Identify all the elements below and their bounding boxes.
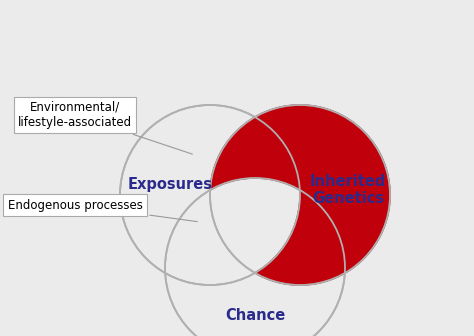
- Text: Exposures: Exposures: [128, 177, 212, 193]
- Text: Endogenous processes: Endogenous processes: [8, 199, 197, 222]
- Polygon shape: [210, 105, 390, 285]
- Text: Environmental/
lifestyle-associated: Environmental/ lifestyle-associated: [18, 101, 192, 154]
- Text: Inherited
Genetics: Inherited Genetics: [310, 174, 386, 206]
- Text: Chance: Chance: [225, 307, 285, 323]
